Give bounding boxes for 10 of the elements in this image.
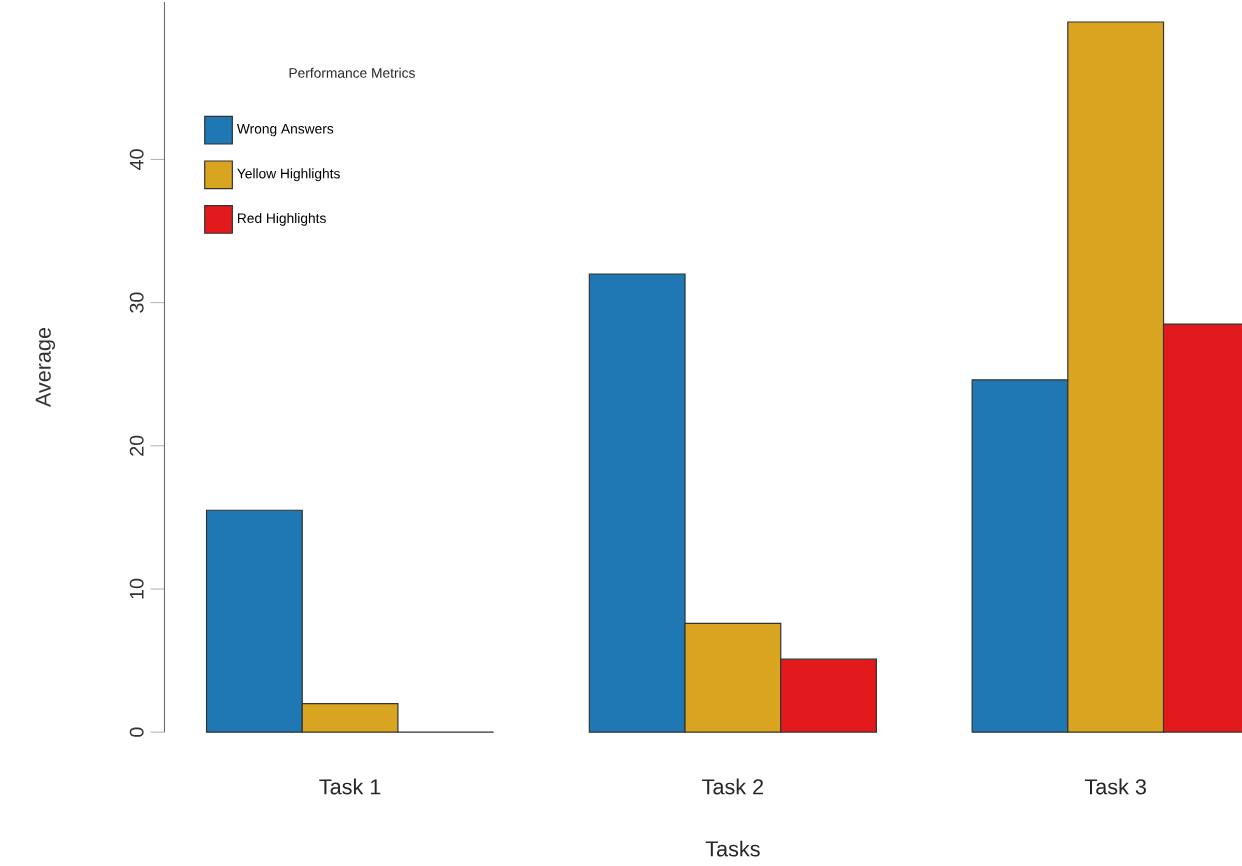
y-tick-label: 20 — [129, 435, 144, 456]
y-tick-label: 10 — [129, 578, 144, 599]
y-tick-label: 40 — [129, 149, 144, 170]
y-axis-title: Average — [35, 327, 56, 407]
x-tick-label: Task 3 — [1084, 778, 1146, 795]
y-tick-label: 30 — [129, 292, 144, 313]
x-tick-label: Task 2 — [702, 778, 764, 795]
y-tick-label: 0 — [129, 727, 144, 737]
x-axis-title: Tasks — [705, 840, 760, 857]
x-tick-label: Task 1 — [319, 778, 381, 795]
